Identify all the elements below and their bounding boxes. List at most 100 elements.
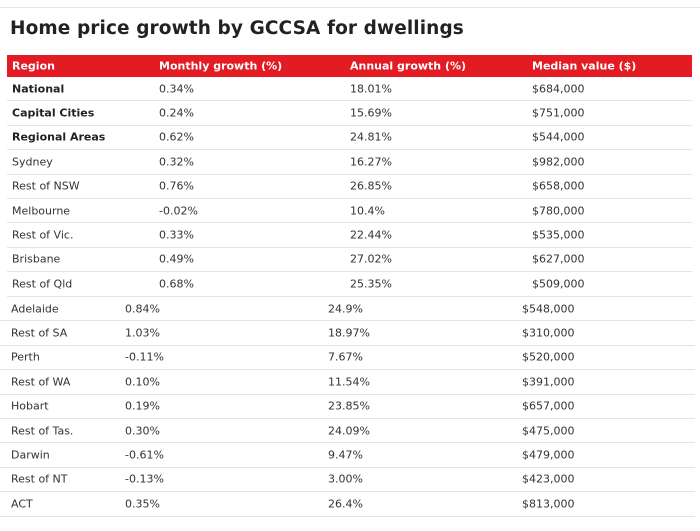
header-median: Median value ($): [532, 59, 637, 73]
cell-region: Rest of SA: [11, 326, 68, 340]
cell-monthly: -0.02%: [159, 204, 198, 218]
cell-annual: 11.54%: [328, 375, 370, 389]
page-title: Home price growth by GCCSA for dwellings: [10, 18, 464, 39]
cell-region: Regional Areas: [12, 130, 106, 144]
header-monthly: Monthly growth (%): [159, 59, 283, 73]
cell-annual: 15.69%: [350, 106, 392, 120]
cell-annual: 16.27%: [350, 155, 392, 169]
cell-region: Rest of NT: [11, 472, 68, 486]
cell-median: $684,000: [532, 82, 585, 96]
table-row: Rest of Tas. 0.30% 24.09% $475,000: [0, 419, 695, 444]
table-row: Rest of WA 0.10% 11.54% $391,000: [0, 370, 695, 395]
cell-monthly: 0.68%: [159, 277, 194, 291]
cell-median: $535,000: [532, 228, 585, 242]
cell-monthly: -0.11%: [125, 350, 164, 364]
growth-table-bottom: Adelaide 0.84% 24.9% $548,000 Rest of SA 1.03…: [0, 297, 695, 517]
table-row: Adelaide 0.84% 24.9% $548,000: [0, 297, 695, 322]
cell-annual: 24.81%: [350, 130, 392, 144]
cell-region: Sydney: [12, 155, 53, 169]
table-row: Brisbane 0.49% 27.02% $627,000: [7, 248, 692, 273]
cell-monthly: 0.10%: [125, 375, 160, 389]
cell-monthly: -0.61%: [125, 448, 164, 462]
cell-median: $423,000: [522, 472, 575, 486]
cell-monthly: -0.13%: [125, 472, 164, 486]
cell-region: Brisbane: [12, 252, 61, 266]
cell-monthly: 0.49%: [159, 252, 194, 266]
cell-annual: 7.67%: [328, 350, 363, 364]
cell-annual: 26.4%: [328, 497, 363, 511]
cell-annual: 3.00%: [328, 472, 363, 486]
cell-monthly: 0.76%: [159, 179, 194, 193]
cell-region: National: [12, 82, 65, 96]
cell-region: Capital Cities: [12, 106, 95, 120]
cell-monthly: 0.32%: [159, 155, 194, 169]
table-body-top: National 0.34% 18.01% $684,000 Capital Citie…: [7, 77, 692, 297]
table-row: Perth -0.11% 7.67% $520,000: [0, 346, 695, 371]
cell-region: Rest of NSW: [12, 179, 80, 193]
cell-region: Adelaide: [11, 302, 59, 316]
cell-annual: 24.09%: [328, 424, 370, 438]
cell-median: $982,000: [532, 155, 585, 169]
cell-median: $475,000: [522, 424, 575, 438]
cell-monthly: 0.84%: [125, 302, 160, 316]
cell-region: Rest of Tas.: [11, 424, 74, 438]
cell-monthly: 0.33%: [159, 228, 194, 242]
cell-median: $520,000: [522, 350, 575, 364]
cell-median: $548,000: [522, 302, 575, 316]
cell-monthly: 0.34%: [159, 82, 194, 96]
cell-region: ACT: [11, 497, 33, 511]
cell-monthly: 0.30%: [125, 424, 160, 438]
table-header: Region Monthly growth (%) Annual growth …: [7, 55, 692, 77]
cell-monthly: 0.24%: [159, 106, 194, 120]
table-row: Rest of NSW 0.76% 26.85% $658,000: [7, 175, 692, 199]
cell-median: $751,000: [532, 106, 585, 120]
cell-annual: 26.85%: [350, 179, 392, 193]
cell-region: Rest of Qld: [12, 277, 73, 291]
table-row: Sydney 0.32% 16.27% $982,000: [7, 150, 692, 175]
cell-annual: 9.47%: [328, 448, 363, 462]
cell-median: $479,000: [522, 448, 575, 462]
cell-median: $657,000: [522, 399, 575, 413]
table-row: Rest of SA 1.03% 18.97% $310,000: [0, 321, 695, 346]
header-annual: Annual growth (%): [350, 59, 467, 73]
cell-median: $310,000: [522, 326, 575, 340]
table-row: Melbourne -0.02% 10.4% $780,000: [7, 199, 692, 224]
header-region: Region: [12, 59, 55, 73]
table-row: Rest of NT -0.13% 3.00% $423,000: [0, 468, 695, 493]
cell-annual: 10.4%: [350, 204, 385, 218]
cell-annual: 23.85%: [328, 399, 370, 413]
cell-median: $780,000: [532, 204, 585, 218]
growth-table-top: Region Monthly growth (%) Annual growth …: [7, 55, 692, 297]
cell-region: Darwin: [11, 448, 50, 462]
table-row: Rest of Qld 0.68% 25.35% $509,000: [7, 272, 692, 297]
cell-median: $391,000: [522, 375, 575, 389]
cell-median: $509,000: [532, 277, 585, 291]
cell-region: Rest of WA: [11, 375, 71, 389]
cell-annual: 22.44%: [350, 228, 392, 242]
table-row: Hobart 0.19% 23.85% $657,000: [0, 395, 695, 419]
cell-annual: 18.01%: [350, 82, 392, 96]
table-row: Darwin -0.61% 9.47% $479,000: [0, 443, 695, 468]
top-divider: [0, 7, 700, 8]
cell-monthly: 0.19%: [125, 399, 160, 413]
cell-monthly: 0.35%: [125, 497, 160, 511]
cell-annual: 18.97%: [328, 326, 370, 340]
cell-median: $813,000: [522, 497, 575, 511]
cell-median: $627,000: [532, 252, 585, 266]
cell-region: Hobart: [11, 399, 49, 413]
cell-monthly: 1.03%: [125, 326, 160, 340]
cell-region: Perth: [11, 350, 40, 364]
cell-region: Melbourne: [12, 204, 71, 218]
cell-median: $544,000: [532, 130, 585, 144]
table-row: National 0.34% 18.01% $684,000: [7, 77, 692, 102]
cell-annual: 24.9%: [328, 302, 363, 316]
cell-annual: 25.35%: [350, 277, 392, 291]
table-body-bottom: Adelaide 0.84% 24.9% $548,000 Rest of SA 1.03…: [0, 297, 695, 517]
table-row: ACT 0.35% 26.4% $813,000: [0, 492, 695, 517]
cell-annual: 27.02%: [350, 252, 392, 266]
table-row: Regional Areas 0.62% 24.81% $544,000: [7, 126, 692, 151]
cell-median: $658,000: [532, 179, 585, 193]
cell-monthly: 0.62%: [159, 130, 194, 144]
table-row: Rest of Vic. 0.33% 22.44% $535,000: [7, 223, 692, 248]
cell-region: Rest of Vic.: [12, 228, 74, 242]
